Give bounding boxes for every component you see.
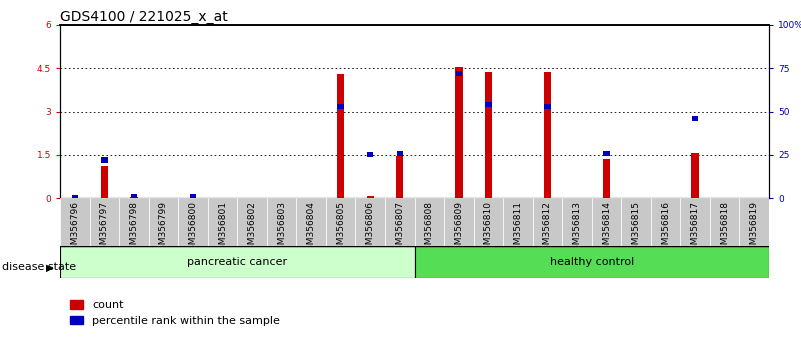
Bar [131, 194, 137, 199]
Text: GSM356813: GSM356813 [573, 201, 582, 256]
Text: GSM356800: GSM356800 [188, 201, 198, 256]
Bar [592, 198, 622, 246]
Bar [178, 198, 207, 246]
Bar [396, 150, 403, 156]
Bar [710, 198, 739, 246]
Bar [603, 159, 610, 198]
Bar [544, 73, 551, 198]
Text: GSM356802: GSM356802 [248, 201, 256, 256]
Bar [415, 198, 444, 246]
Bar [337, 104, 344, 109]
Text: GSM356812: GSM356812 [543, 201, 552, 256]
Bar [544, 104, 550, 109]
Text: GSM356798: GSM356798 [130, 201, 139, 256]
Text: GSM356808: GSM356808 [425, 201, 434, 256]
Bar [326, 198, 356, 246]
Bar [692, 116, 698, 121]
Text: pancreatic cancer: pancreatic cancer [187, 257, 288, 267]
Bar [101, 158, 107, 163]
Bar [739, 198, 769, 246]
Bar [119, 198, 149, 246]
Text: ▶: ▶ [46, 262, 54, 272]
Text: disease state: disease state [2, 262, 77, 272]
Text: GSM356803: GSM356803 [277, 201, 286, 256]
Bar [680, 198, 710, 246]
Text: GSM356806: GSM356806 [366, 201, 375, 256]
Bar [533, 198, 562, 246]
Bar [691, 153, 698, 198]
Bar [337, 74, 344, 198]
Bar [485, 73, 492, 198]
Bar [267, 198, 296, 246]
Bar [190, 194, 196, 199]
Text: GSM356814: GSM356814 [602, 201, 611, 256]
Bar [415, 246, 769, 278]
Text: GSM356818: GSM356818 [720, 201, 729, 256]
Text: GSM356807: GSM356807 [395, 201, 405, 256]
Bar [237, 198, 267, 246]
Bar [650, 198, 680, 246]
Text: GSM356811: GSM356811 [513, 201, 522, 256]
Bar [444, 198, 473, 246]
Text: GSM356817: GSM356817 [690, 201, 699, 256]
Text: GSM356797: GSM356797 [100, 201, 109, 256]
Bar [622, 198, 650, 246]
Bar [385, 198, 415, 246]
Text: GSM356804: GSM356804 [307, 201, 316, 256]
Text: GSM356809: GSM356809 [454, 201, 463, 256]
Text: GSM356815: GSM356815 [631, 201, 641, 256]
Bar [485, 102, 492, 107]
Bar [367, 152, 373, 158]
Bar [473, 198, 503, 246]
Bar [90, 198, 119, 246]
Text: healthy control: healthy control [549, 257, 634, 267]
Bar [149, 198, 178, 246]
Text: GSM356799: GSM356799 [159, 201, 168, 256]
Bar [562, 198, 592, 246]
Bar [296, 198, 326, 246]
Bar [71, 195, 78, 200]
Bar [396, 156, 404, 198]
Bar [207, 198, 237, 246]
Bar [101, 166, 108, 198]
Bar [60, 198, 90, 246]
Text: GSM356810: GSM356810 [484, 201, 493, 256]
Text: GSM356819: GSM356819 [750, 201, 759, 256]
Text: GSM356796: GSM356796 [70, 201, 79, 256]
Text: GSM356816: GSM356816 [661, 201, 670, 256]
Text: GDS4100 / 221025_x_at: GDS4100 / 221025_x_at [60, 10, 227, 24]
Bar [503, 198, 533, 246]
Bar [60, 246, 415, 278]
Legend: count, percentile rank within the sample: count, percentile rank within the sample [66, 296, 284, 331]
Bar [456, 71, 462, 76]
Text: GSM356805: GSM356805 [336, 201, 345, 256]
Bar [356, 198, 385, 246]
Bar [603, 150, 610, 156]
Bar [367, 196, 374, 198]
Bar [455, 67, 462, 198]
Text: GSM356801: GSM356801 [218, 201, 227, 256]
